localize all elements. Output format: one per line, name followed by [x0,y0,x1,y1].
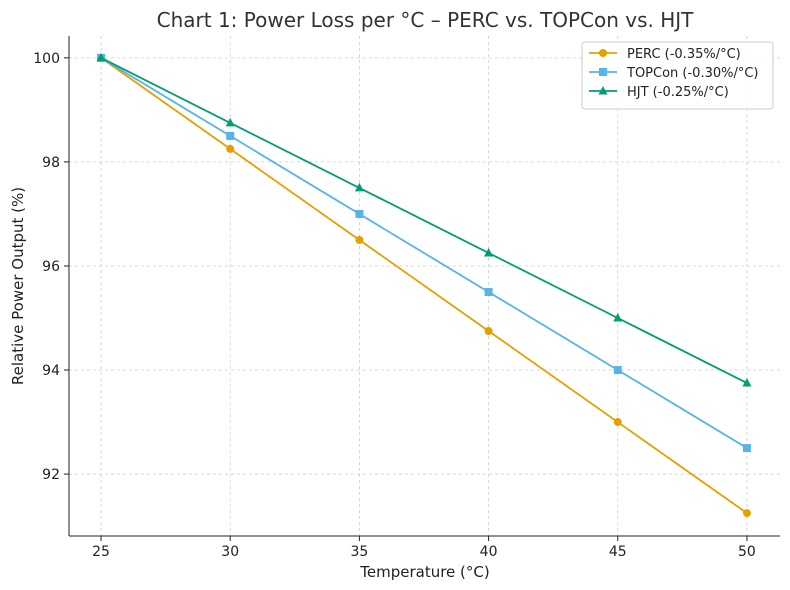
x-tick-label: 35 [350,544,368,560]
hjt-legend-marker [598,86,608,95]
perc-point [226,144,235,153]
hjt-point [354,182,364,192]
perc-point [742,509,751,518]
hjt-line [100,57,748,384]
topcon-point [484,287,493,296]
x-axis-label: Temperature (°C) [359,563,489,581]
hjt-point [742,378,752,387]
chart-title: Chart 1: Power Loss per °C – PERC vs. TO… [157,8,695,32]
y-tick-label: 92 [42,467,60,483]
perc-point [484,327,493,336]
x-tick-label: 30 [221,544,239,560]
x-tick-label: 25 [92,544,110,560]
perc-point [355,235,364,244]
topcon-line [100,57,748,449]
topcon-point [742,444,751,453]
hjt-point [96,52,106,62]
hjt-legend-label: HJT (-0.25%/°C) [627,85,729,100]
y-tick-label: 100 [33,51,60,67]
perc-line [100,57,748,514]
topcon-point [226,131,235,140]
topcon-legend-label: TOPCon (-0.30%/°C) [626,66,759,81]
x-tick-label: 50 [738,544,756,560]
legend-box [581,41,774,110]
perc-legend-label: PERC (-0.35%/°C) [627,47,741,62]
y-tick-label: 96 [42,259,60,275]
topcon-point [613,366,622,375]
hjt-point [613,312,623,322]
topcon-point [355,209,364,218]
topcon-legend-marker [599,68,607,76]
hjt-point [484,247,494,257]
y-tick-label: 98 [42,155,60,171]
perc-legend-marker [599,49,607,57]
perc-point [613,418,622,427]
x-tick-label: 40 [480,544,498,560]
hjt-point [225,117,235,127]
y-tick-label: 94 [42,363,60,379]
x-tick-label: 45 [609,544,627,560]
y-axis-label: Relative Power Output (%) [9,187,27,385]
